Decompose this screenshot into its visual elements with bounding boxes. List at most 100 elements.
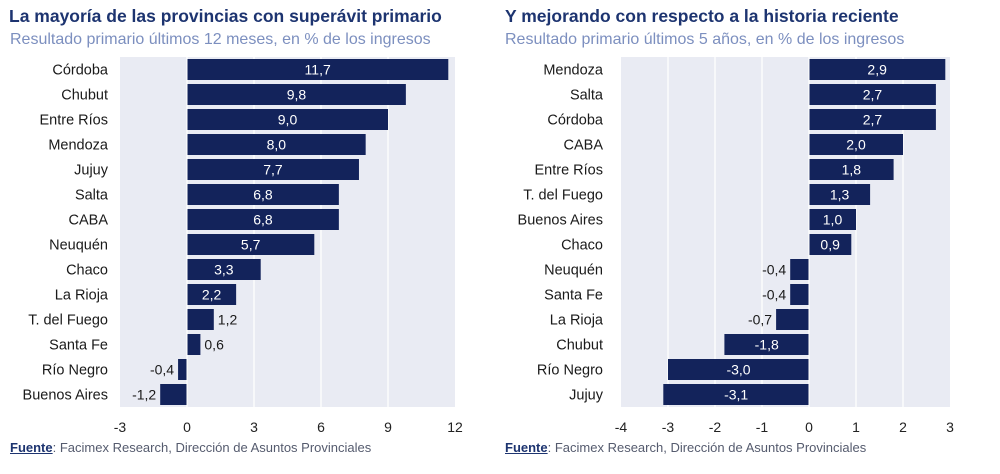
- left-bar: [187, 84, 406, 105]
- right-bar-chart: -4 -3 -2 -1 0 1 2 3 Mendoza 2,9 Salta 2,7 Córdoba 2,7…: [518, 57, 954, 435]
- left-data-label: 6,8: [253, 187, 273, 203]
- left-data-label: 2,2: [202, 287, 222, 303]
- right-data-label: -1,8: [755, 337, 779, 353]
- left-category-label: Río Negro: [42, 363, 108, 379]
- right-category-label: T. del Fuego: [523, 188, 603, 204]
- left-x-tick-label: 6: [317, 419, 325, 435]
- left-source-label: Fuente: [10, 440, 53, 455]
- left-category-label: Córdoba: [52, 63, 109, 79]
- left-category-label: Chubut: [61, 88, 108, 104]
- left-data-label: 1,2: [218, 312, 238, 328]
- right-data-label: -0,7: [748, 312, 772, 328]
- right-x-tick-label: 3: [946, 419, 954, 435]
- right-x-tick-label: -1: [756, 419, 769, 435]
- right-source-label: Fuente: [505, 440, 548, 455]
- left-data-label: 5,7: [241, 237, 261, 253]
- right-category-label: Neuquén: [544, 263, 603, 279]
- left-category-label: CABA: [69, 213, 109, 229]
- left-x-tick-label: 0: [183, 419, 191, 435]
- left-category-label: Entre Ríos: [40, 113, 109, 129]
- left-category-label: La Rioja: [55, 288, 109, 304]
- left-bar-chart: -3 0 3 6 9 12 Córdoba 11,7 Chubut 9,8 Entre Ríos 9,…: [23, 57, 463, 435]
- right-bar: [809, 84, 936, 105]
- right-category-label: Mendoza: [543, 63, 604, 79]
- left-data-label: 9,8: [287, 87, 307, 103]
- left-bar: [187, 234, 315, 255]
- left-data-label: 7,7: [263, 162, 283, 178]
- right-x-tick-label: -4: [615, 419, 628, 435]
- right-category-label: Santa Fe: [544, 288, 603, 304]
- right-bar: [724, 334, 809, 355]
- right-bar: [809, 234, 852, 255]
- left-bar: [187, 109, 388, 130]
- left-bar: [187, 309, 214, 330]
- right-data-label: 2,7: [863, 112, 883, 128]
- left-data-label: 0,6: [204, 337, 224, 353]
- left-chart-subtitle: Resultado primario últimos 12 meses, en …: [10, 31, 431, 48]
- left-bar: [187, 159, 359, 180]
- right-data-label: -0,4: [762, 287, 786, 303]
- right-data-label: 0,9: [820, 237, 840, 253]
- left-category-label: Santa Fe: [49, 338, 108, 354]
- left-data-label: 8,0: [267, 137, 287, 153]
- right-x-tick-label: 0: [805, 419, 813, 435]
- left-bar: [187, 59, 449, 80]
- right-bar: [790, 259, 809, 280]
- left-x-tick-label: 9: [384, 419, 392, 435]
- left-x-tick-label: -3: [114, 419, 127, 435]
- right-category-label: Chubut: [556, 338, 603, 354]
- right-bar: [668, 359, 809, 380]
- right-bar: [809, 209, 856, 230]
- left-data-label: -0,4: [150, 362, 174, 378]
- right-data-label: 2,7: [863, 87, 883, 103]
- right-data-label: 2,0: [846, 137, 866, 153]
- right-category-label: Chaco: [561, 238, 603, 254]
- right-x-tick-label: 1: [852, 419, 860, 435]
- right-data-label: 1,3: [830, 187, 850, 203]
- left-bar: [187, 134, 366, 155]
- left-x-tick-label: 3: [250, 419, 258, 435]
- right-data-label: 1,0: [823, 212, 843, 228]
- right-bar: [776, 309, 809, 330]
- right-category-label: Buenos Aires: [518, 213, 603, 229]
- left-bar: [178, 359, 187, 380]
- right-category-label: Córdoba: [547, 113, 604, 129]
- left-category-label: T. del Fuego: [28, 313, 108, 329]
- right-source-text: : Facimex Research, Dirección de Asuntos…: [547, 440, 867, 455]
- right-category-label: CABA: [564, 138, 604, 154]
- right-category-label: Jujuy: [569, 388, 604, 404]
- right-bar: [809, 184, 871, 205]
- left-category-label: Chaco: [66, 263, 108, 279]
- left-data-label: 11,7: [305, 62, 331, 78]
- left-category-label: Jujuy: [74, 163, 109, 179]
- right-category-label: La Rioja: [550, 313, 604, 329]
- left-category-label: Neuquén: [49, 238, 108, 254]
- left-bar: [187, 184, 339, 205]
- left-bar: [187, 209, 339, 230]
- left-bar: [187, 259, 261, 280]
- right-chart-source: Fuente: Facimex Research, Dirección de A…: [505, 440, 866, 455]
- right-bar: [663, 384, 809, 405]
- left-bar: [160, 384, 187, 405]
- right-category-label: Entre Ríos: [535, 163, 604, 179]
- left-data-label: 9,0: [278, 112, 298, 128]
- right-data-label: 1,8: [842, 162, 862, 178]
- right-x-tick-label: -2: [709, 419, 722, 435]
- left-data-label: 6,8: [253, 212, 273, 228]
- left-category-label: Buenos Aires: [23, 388, 108, 404]
- left-data-label: -1,2: [132, 387, 156, 403]
- left-x-tick-label: 12: [447, 419, 463, 435]
- right-data-label: 2,9: [867, 62, 887, 78]
- right-data-label: -3,0: [726, 362, 750, 378]
- left-bar: [187, 334, 201, 355]
- left-category-label: Salta: [75, 188, 109, 204]
- right-data-label: -3,1: [724, 387, 748, 403]
- right-bar: [809, 109, 936, 130]
- left-chart-source: Fuente: Facimex Research, Dirección de A…: [10, 440, 371, 455]
- left-category-label: Mendoza: [48, 138, 109, 154]
- left-bar: [187, 284, 237, 305]
- left-data-label: 3,3: [214, 262, 234, 278]
- right-bar: [809, 134, 903, 155]
- right-chart-title: Y mejorando con respecto a la historia r…: [505, 6, 899, 26]
- right-x-tick-label: -3: [662, 419, 675, 435]
